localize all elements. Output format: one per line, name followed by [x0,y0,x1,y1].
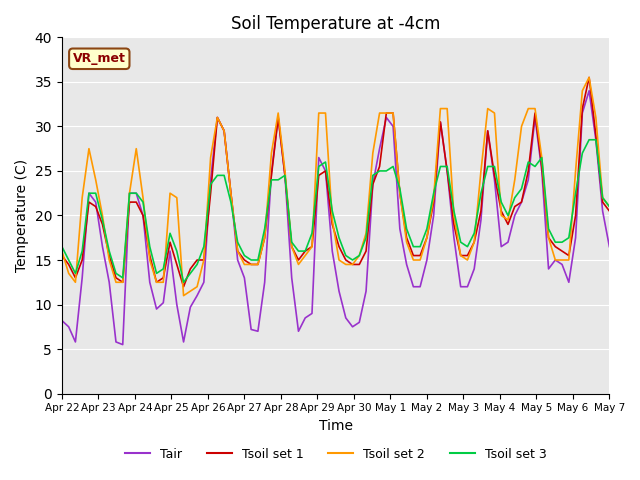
Tair [214,115,221,120]
Title: Soil Temperature at -4cm: Soil Temperature at -4cm [231,15,440,33]
Tsoil set 2 [214,115,221,120]
Tsoil set 1 [180,284,188,289]
Tsoil set 1 [193,257,201,263]
Tair [220,128,228,134]
Tair [58,318,66,324]
Line: Tair: Tair [62,91,609,345]
Tsoil set 3 [491,164,499,169]
Tair [605,244,613,250]
Tsoil set 2 [58,248,66,254]
Tsoil set 1 [605,208,613,214]
Tsoil set 1 [585,74,593,80]
X-axis label: Time: Time [319,419,353,433]
Tsoil set 3 [220,172,228,178]
Tsoil set 3 [214,172,221,178]
Tsoil set 2 [322,110,330,116]
Tair [491,177,499,183]
Tsoil set 2 [605,204,613,209]
Tsoil set 2 [193,284,201,289]
Tsoil set 1 [220,128,228,134]
Legend: Tair, Tsoil set 1, Tsoil set 2, Tsoil set 3: Tair, Tsoil set 1, Tsoil set 2, Tsoil se… [120,443,552,466]
Tsoil set 3 [193,262,201,267]
Tsoil set 3 [504,213,512,218]
Line: Tsoil set 3: Tsoil set 3 [62,140,609,282]
Tair [119,342,127,348]
Text: VR_met: VR_met [73,52,125,65]
Tsoil set 1 [58,252,66,258]
Tsoil set 3 [322,159,330,165]
Tsoil set 3 [180,279,188,285]
Tair [322,168,330,174]
Y-axis label: Temperature (C): Temperature (C) [15,159,29,272]
Tsoil set 3 [585,137,593,143]
Tsoil set 2 [220,128,228,134]
Tsoil set 2 [585,74,593,80]
Tair [193,293,201,299]
Tsoil set 2 [504,217,512,223]
Tsoil set 1 [491,172,499,178]
Line: Tsoil set 1: Tsoil set 1 [62,77,609,287]
Tsoil set 3 [605,204,613,209]
Tsoil set 1 [504,221,512,227]
Tsoil set 1 [322,168,330,174]
Tsoil set 1 [214,115,221,120]
Tsoil set 3 [58,244,66,250]
Tair [504,240,512,245]
Tair [585,88,593,94]
Line: Tsoil set 2: Tsoil set 2 [62,77,609,296]
Tsoil set 2 [491,110,499,116]
Tsoil set 2 [180,293,188,299]
